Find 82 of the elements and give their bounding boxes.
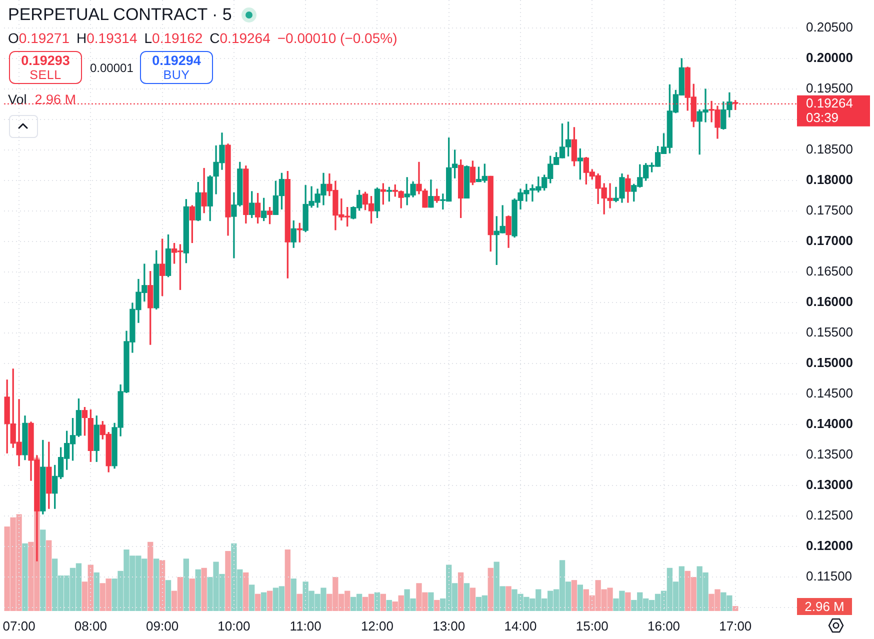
bar [225,551,231,611]
bar [434,600,440,611]
y-tick-label: 0.12000 [806,538,853,553]
x-tick-label: 09:00 [146,618,179,634]
y-tick-label: 0.11500 [806,568,852,584]
bar [148,542,154,611]
bar [195,569,201,611]
y-tick-label: 0.17000 [806,233,853,248]
x-tick-label: 07:00 [2,618,36,634]
bar [577,584,584,611]
annotation: 0.19294 [152,52,201,68]
y-tick-label: 0.18000 [806,172,853,188]
sell-button: 0.19293 SELL [9,51,82,84]
bar [189,578,195,611]
bar [470,588,476,611]
x-tick-label: 12:00 [360,618,394,634]
y-tick-label: 0.13000 [806,476,853,492]
bar [296,594,302,611]
bar [254,594,261,611]
bar [243,572,249,611]
annotation: BUY [163,68,190,82]
bar [22,543,28,611]
y-tick-label: 0.16500 [806,264,853,279]
bar [464,583,470,611]
x-tick-label: 15:00 [576,618,608,634]
y-tick-label: 0.12500 [806,507,853,522]
annotation: 0.00001 [90,61,134,75]
annotation: −0.00010 (−0.05%) [277,30,398,46]
y-tick-label: 0.17500 [806,202,853,218]
bar [488,568,494,611]
bar [260,592,267,611]
chart-title: Vol [8,92,27,107]
annotation: 2.96 M [34,92,76,107]
y-tick-label: 0.20000 [806,50,853,66]
y-tick-label: 0.15000 [806,355,853,370]
y-tick-label: 0.14000 [806,416,853,431]
bar [732,606,738,611]
annotation: 0.19293 [21,52,70,68]
bar [94,572,100,611]
y-tick-label: 0.19500 [806,80,853,96]
y-tick-label: 0.16000 [806,294,853,310]
x-tick-label: 17:00 [719,618,752,634]
bar [386,600,392,611]
x-tick-label: 13:00 [432,618,466,634]
text: 2.96 M [797,598,852,615]
bar [428,592,434,611]
bar [458,572,464,611]
chart-title: PERPETUAL CONTRACT · 5 [8,5,232,25]
bar [201,568,207,611]
bar [183,558,190,611]
x-tick-label: 08:00 [74,618,107,634]
bar [506,586,512,611]
y-tick-label: 0.14500 [806,385,853,400]
bar [153,558,160,611]
x-tick-label: 14:00 [504,618,537,634]
annotation: C0.19264 [210,30,270,46]
annotation: SELL [30,68,62,82]
y-tick-label: 0.13500 [806,446,853,462]
ref-line-label: 0.19264 [806,95,853,110]
bar [266,590,273,611]
annotation: O0.19271 [8,30,70,46]
y-tick-label: 0.20500 [806,20,853,35]
x-tick-label: 10:00 [218,618,250,634]
y-tick-label: 0.15500 [806,324,853,340]
y-tick-label: 0.18500 [806,142,853,157]
x-tick-label: 11:00 [290,618,322,634]
bar [625,592,631,611]
bar [165,580,172,611]
buy-button: 0.19294 BUY [140,51,213,84]
bar [284,549,290,611]
bar [571,580,578,611]
x-tick-label: 16:00 [647,618,680,634]
bar [159,560,166,611]
bar [374,592,380,611]
bar [380,594,386,611]
text: 03:39 [806,110,839,126]
annotation: H0.19314 [76,30,138,46]
bar [46,540,52,611]
bar [40,530,46,611]
bar [249,584,255,611]
annotation: L0.19162 [144,30,203,46]
bar [290,578,296,611]
